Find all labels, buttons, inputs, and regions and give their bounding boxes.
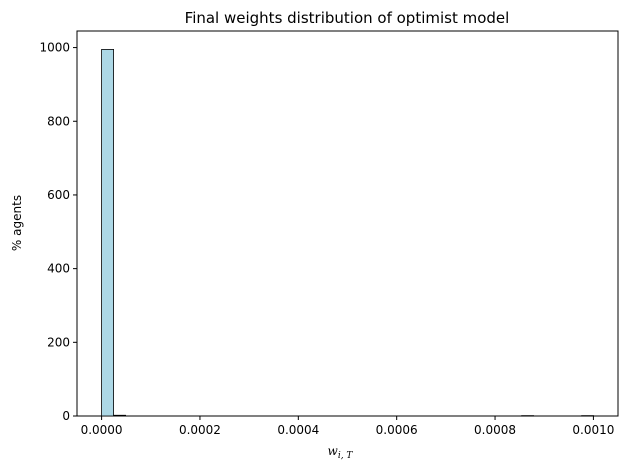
x-axis-ticks: 0.0000 0.0002 0.0004 0.0006 0.0008 0.0010 — [81, 416, 614, 437]
y-tick-label: 200 — [47, 335, 70, 349]
y-tick-label: 400 — [47, 262, 70, 276]
y-axis-label: % agents — [10, 195, 24, 251]
x-axis-label-main: w — [328, 444, 339, 458]
chart-title: Final weights distribution of optimist m… — [185, 9, 510, 27]
x-tick-label: 0.0008 — [474, 423, 516, 437]
histogram-bar-1 — [113, 414, 126, 417]
y-tick-label: 600 — [47, 188, 70, 202]
x-tick-label: 0.0000 — [81, 423, 123, 437]
x-tick-label: 0.0006 — [376, 423, 418, 437]
axes-frame — [76, 30, 619, 417]
y-tick-label: 0 — [62, 409, 70, 423]
x-tick-label: 0.0004 — [277, 423, 319, 437]
histogram-bars — [101, 49, 595, 417]
x-axis-label: wi, T — [328, 444, 354, 461]
x-tick-label: 0.0002 — [179, 423, 221, 437]
y-tick-label: 800 — [47, 114, 70, 128]
histogram-bar-0 — [101, 49, 114, 417]
y-axis-ticks: 0 200 400 600 800 1000 — [39, 41, 77, 423]
x-tick-label: 0.0010 — [572, 423, 614, 437]
y-tick-label: 1000 — [39, 41, 70, 55]
histogram-bar-3 — [581, 415, 595, 417]
x-axis-label-subscript: i, T — [338, 451, 354, 461]
plot-area — [76, 30, 619, 417]
histogram-bar-2 — [521, 415, 535, 417]
